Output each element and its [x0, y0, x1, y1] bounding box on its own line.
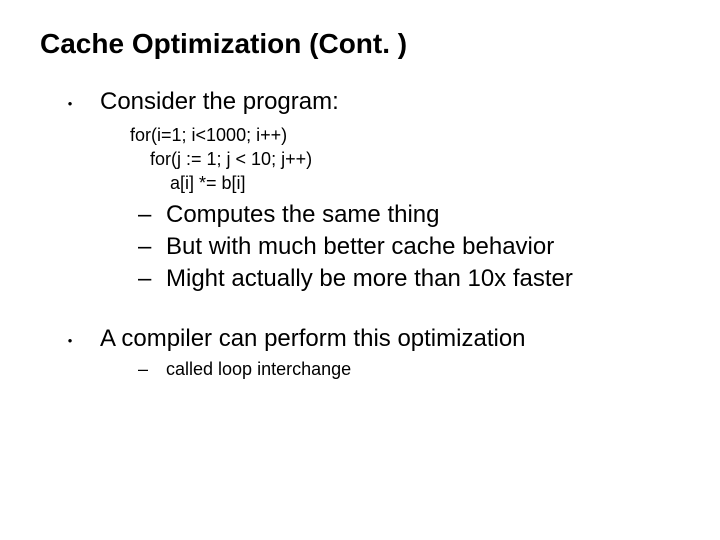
bullet-text: Consider the program:: [100, 88, 339, 116]
bullet-row: • A compiler can perform this optimizati…: [40, 325, 680, 356]
dash-row: – Computes the same thing: [138, 199, 680, 231]
code-block: for(i=1; i<1000; i++) for(j := 1; j < 10…: [130, 123, 680, 195]
slide-title: Cache Optimization (Cont. ): [40, 28, 680, 60]
dash-list: – called loop interchange: [138, 358, 680, 381]
dash-row: – Might actually be more than 10x faster: [138, 263, 680, 295]
dash-text: Computes the same thing: [166, 199, 439, 231]
bullet-row: • Consider the program:: [40, 88, 680, 119]
dash-row: – called loop interchange: [138, 358, 680, 381]
slide: Cache Optimization (Cont. ) • Consider t…: [0, 0, 720, 540]
dash-row: – But with much better cache behavior: [138, 231, 680, 263]
bullet-dot-icon: •: [40, 88, 100, 119]
dash-icon: –: [138, 231, 166, 263]
code-line: for(i=1; i<1000; i++): [130, 123, 680, 147]
dash-text: called loop interchange: [166, 358, 351, 381]
code-line: for(j := 1; j < 10; j++): [130, 147, 680, 171]
dash-icon: –: [138, 358, 166, 381]
bullet-block-1: • Consider the program: for(i=1; i<1000;…: [40, 88, 680, 295]
dash-icon: –: [138, 263, 166, 295]
dash-icon: –: [138, 199, 166, 231]
bullet-dot-icon: •: [40, 325, 100, 356]
code-line: a[i] *= b[i]: [130, 171, 680, 195]
dash-text: But with much better cache behavior: [166, 231, 554, 263]
dash-text: Might actually be more than 10x faster: [166, 263, 573, 295]
dash-list: – Computes the same thing – But with muc…: [138, 199, 680, 295]
bullet-text: A compiler can perform this optimization: [100, 325, 526, 353]
bullet-block-2: • A compiler can perform this optimizati…: [40, 325, 680, 381]
